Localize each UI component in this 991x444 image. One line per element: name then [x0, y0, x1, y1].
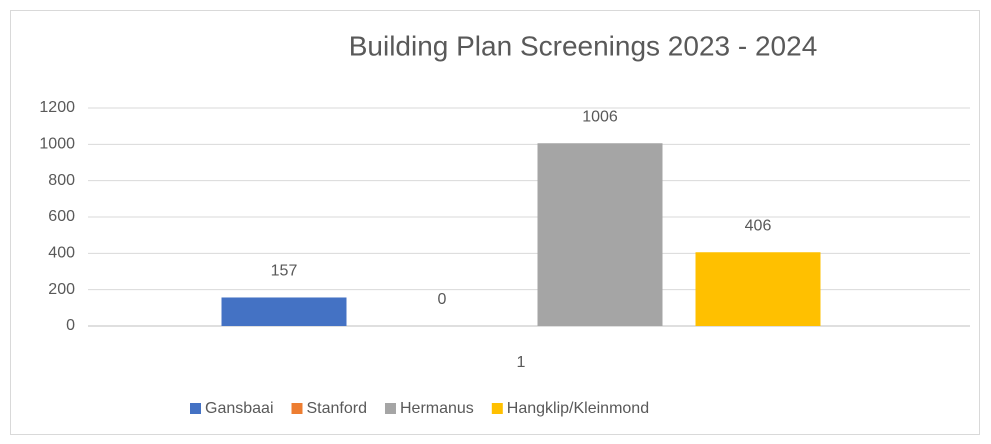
y-tick-label: 1200 — [39, 99, 75, 116]
y-tick-label: 1000 — [39, 136, 75, 153]
y-tick-label: 200 — [48, 281, 75, 298]
data-label: 157 — [271, 263, 298, 280]
legend-label: Stanford — [307, 400, 367, 417]
bar — [537, 143, 663, 326]
chart-border — [10, 10, 980, 435]
legend-swatch — [291, 403, 303, 414]
legend-swatch — [491, 403, 503, 414]
bar — [695, 252, 821, 326]
x-tick-label: 1 — [517, 354, 526, 371]
bar — [221, 297, 347, 326]
legend-label: Gansbaai — [205, 400, 274, 417]
y-tick-label: 400 — [48, 245, 75, 262]
legend-label: Hermanus — [400, 400, 474, 417]
data-label: 406 — [745, 217, 772, 234]
y-tick-label: 0 — [66, 317, 75, 334]
legend-label: Hangklip/Kleinmond — [507, 400, 649, 417]
legend-swatch — [384, 403, 396, 414]
data-label: 0 — [438, 291, 447, 308]
data-label: 1006 — [582, 108, 618, 125]
y-tick-label: 800 — [48, 172, 75, 189]
y-tick-label: 600 — [48, 208, 75, 225]
legend-swatch — [190, 403, 201, 414]
chart-title: Building Plan Screenings 2023 - 2024 — [349, 30, 818, 61]
